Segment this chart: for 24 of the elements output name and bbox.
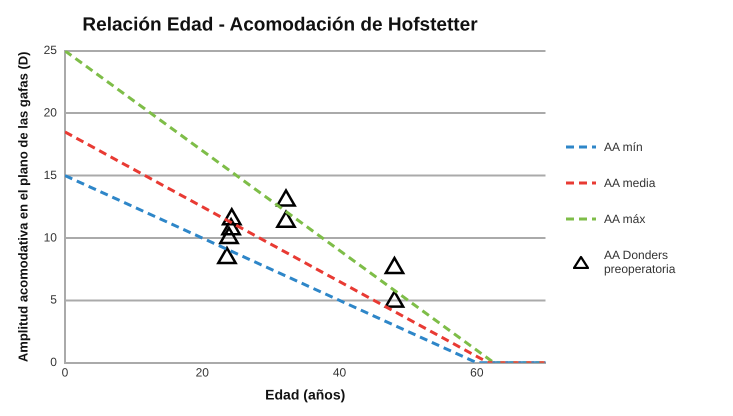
legend-label: AA mín: [604, 140, 643, 154]
x-axis-title: Edad (años): [265, 386, 346, 402]
y-tick-label: 25: [44, 43, 58, 58]
point: [219, 226, 239, 244]
point: [276, 189, 296, 207]
y-tick-label: 10: [44, 230, 58, 244]
y-axis-title: Amplitud acomodativa en el plano de las gafas (D): [15, 51, 30, 362]
y-tick-label: 0: [50, 355, 58, 370]
x-tick-label: 20: [196, 365, 210, 380]
legend-label: AA Donders preoperatoria: [604, 248, 676, 276]
legend-label: AA máx: [604, 212, 646, 226]
chart-title: Relación Edad - Acomodación de Hofstetter: [82, 14, 478, 36]
y-tick-label: 20: [44, 106, 58, 120]
point: [384, 256, 404, 274]
x-tick-label: 40: [332, 365, 347, 380]
y-tick-label: 15: [44, 168, 58, 182]
point: [276, 210, 296, 228]
point: [221, 218, 241, 236]
x-tick-label: 60: [470, 365, 484, 380]
x-tick-label: 0: [62, 365, 69, 380]
point: [222, 208, 242, 226]
y-tick-label: 5: [50, 292, 58, 307]
legend-label: AA media: [604, 176, 656, 190]
point: [217, 246, 237, 264]
